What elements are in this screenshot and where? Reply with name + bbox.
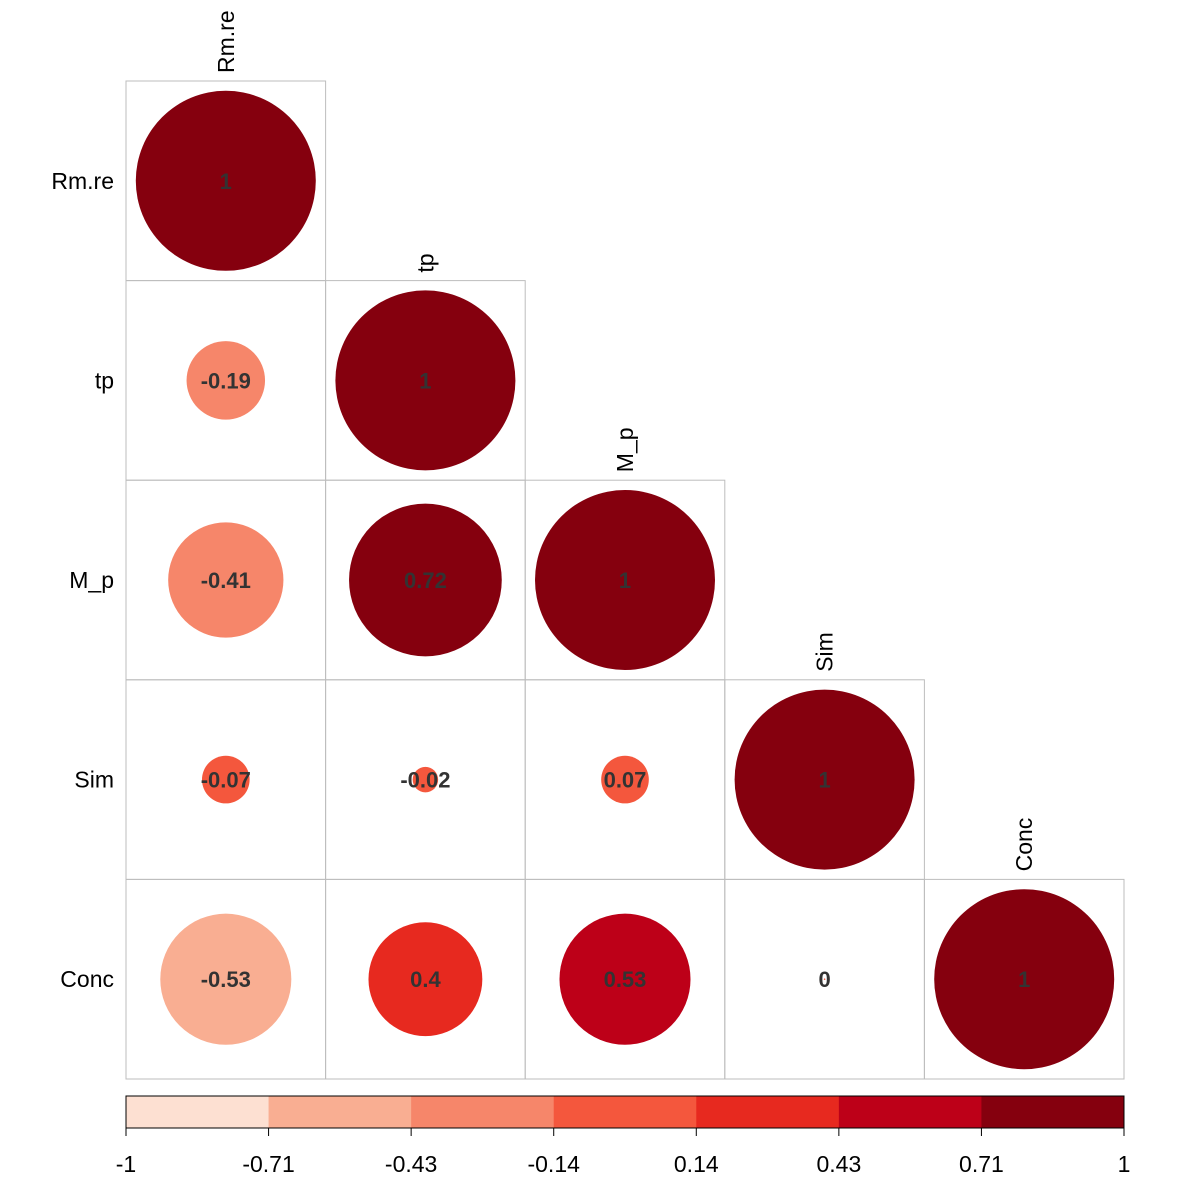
value-label-Conc-Rm.re: -0.53: [201, 967, 251, 992]
colorbar-tick-label: 0.43: [816, 1151, 861, 1177]
colorbar-segment-3: [553, 1096, 697, 1128]
circle-Conc-Rm.re: [160, 913, 292, 1045]
circle-Sim-Rm.re: [201, 755, 250, 804]
value-label-M_p-M_p: 1: [619, 568, 631, 593]
colorbar-tick-label: -0.43: [385, 1151, 437, 1177]
column-label-Conc: Conc: [1011, 818, 1037, 872]
cell-grid: [125, 80, 1125, 1080]
value-label-Conc-tp: 0.4: [410, 967, 441, 992]
colorbar-segment-6: [981, 1096, 1125, 1128]
row-label-Conc: Conc: [60, 966, 114, 992]
circle-tp-tp: [335, 290, 516, 471]
colorbar: -1 -0.71 -0.43 -0.14 0.14 0.43 0.71 1: [116, 1095, 1131, 1177]
colorbar-tick-label: 0.14: [674, 1151, 719, 1177]
row-label-M_p: M_p: [69, 567, 114, 593]
row-label-tp: tp: [95, 367, 114, 393]
circle-marks: [135, 90, 1115, 1070]
cell-Conc-Conc: [923, 878, 1125, 1080]
circle-M_p-tp: [349, 503, 502, 657]
value-label-Rm.re-Rm.re: 1: [220, 169, 232, 194]
colorbar-tick-label: -1: [116, 1151, 136, 1177]
circle-Sim-M_p: [601, 755, 649, 804]
value-label-Sim-Sim: 1: [818, 768, 830, 793]
circle-M_p-Rm.re: [168, 522, 284, 638]
row-labels: Rm.re tp M_p Sim Conc: [51, 168, 114, 992]
row-label-Rm.re: Rm.re: [51, 168, 114, 194]
value-label-tp-Rm.re: -0.19: [201, 368, 251, 393]
column-label-Sim: Sim: [812, 632, 838, 672]
value-label-Sim-Rm.re: -0.07: [201, 768, 251, 793]
circle-Sim-Sim: [734, 689, 915, 870]
value-label-M_p-Rm.re: -0.41: [201, 568, 251, 593]
circle-Conc-Conc: [934, 889, 1115, 1070]
value-label-Conc-Conc: 1: [1018, 967, 1030, 992]
circle-Conc-tp: [368, 922, 483, 1037]
value-label-Conc-M_p: 0.53: [604, 967, 647, 992]
colorbar-tick-label: 0.71: [959, 1151, 1004, 1177]
circle-Conc-M_p: [559, 913, 691, 1045]
column-label-M_p: M_p: [612, 427, 638, 472]
value-label-Conc-Sim: 0: [818, 967, 830, 992]
circle-Sim-tp: [412, 766, 439, 793]
colorbar-segment-2: [411, 1096, 555, 1128]
circle-Conc-Sim: [823, 978, 826, 980]
column-label-tp: tp: [412, 253, 438, 272]
colorbar-tick-label: -0.71: [242, 1151, 294, 1177]
colorbar-segment-1: [268, 1096, 412, 1128]
colorbar-frame: [125, 1095, 1125, 1129]
column-label-Rm.re: Rm.re: [213, 10, 239, 73]
colorbar-segment-0: [126, 1096, 270, 1128]
colorbar-segment-4: [696, 1096, 840, 1128]
value-label-M_p-tp: 0.72: [404, 568, 447, 593]
column-labels: Rm.re tp M_p Sim Conc: [213, 10, 1037, 871]
value-labels: 1 -0.19 1 -0.41 0.72 1 -0.07 -0.02 0.07 1 -0.53 0.4…: [201, 169, 1031, 992]
colorbar-tick-label: 1: [1118, 1151, 1131, 1177]
circle-tp-Rm.re: [186, 341, 266, 420]
colorbar-tick-label: -0.14: [527, 1151, 580, 1177]
circle-Rm.re-Rm.re: [135, 90, 316, 271]
colorbar-segment-5: [838, 1096, 982, 1128]
value-label-tp-tp: 1: [419, 368, 431, 393]
row-label-Sim: Sim: [74, 767, 114, 793]
circle-M_p-M_p: [535, 490, 715, 670]
value-label-Sim-tp: -0.02: [400, 768, 450, 793]
value-label-Sim-M_p: 0.07: [604, 768, 647, 793]
